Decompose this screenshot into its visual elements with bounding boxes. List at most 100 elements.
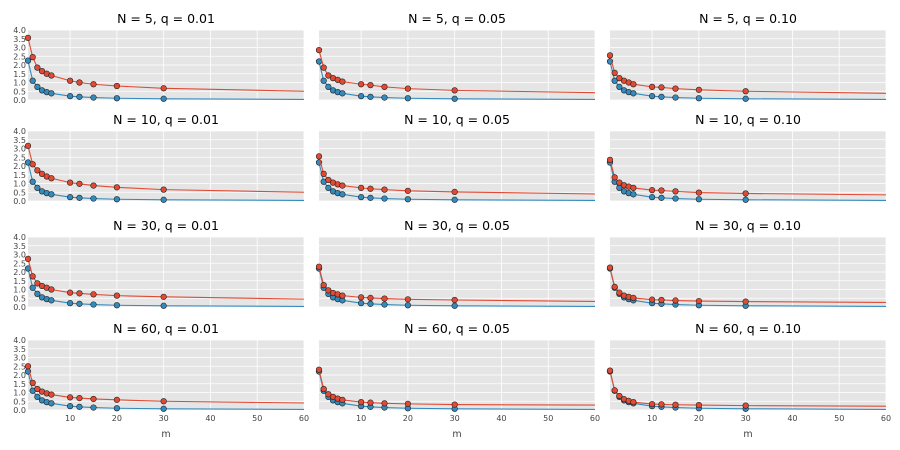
panel-1-lower-point-7 (367, 93, 374, 100)
panel-2-lower-point-10 (742, 95, 749, 102)
panel-7-lower-point-6 (358, 300, 365, 307)
panel-8-upper-point-2 (616, 289, 623, 296)
panel-9-xtick-1: 20 (112, 414, 122, 423)
panel-1-lower-point-8 (381, 94, 388, 101)
panel-0-upper-point-9 (113, 82, 120, 90)
panel-6-lower-point-1 (29, 284, 36, 291)
panel-1-upper-point-6 (358, 81, 365, 88)
panel-10-upper-point-6 (358, 399, 365, 406)
panel-3-upper-point-7 (76, 180, 83, 187)
panel-7-upper-point-10 (451, 296, 458, 304)
panel-4-upper-point-10 (451, 188, 458, 195)
panel-2-upper-point-9 (695, 86, 702, 93)
panel-4-lower-point-2 (325, 184, 332, 191)
panel-8-upper-point-9 (695, 297, 702, 305)
panel-1-title: N = 5, q = 0.05 (408, 11, 506, 26)
panel-0-lower-point-7 (76, 93, 83, 100)
panel-10-xtick-2: 30 (450, 414, 460, 423)
panel-4-title: N = 10, q = 0.05 (404, 112, 510, 127)
panel-11-xtick-5: 60 (881, 414, 891, 423)
panel-5-upper-point-6 (649, 187, 656, 194)
panel-9-lower-point-6 (67, 403, 74, 410)
panel-1-upper-point-8 (381, 83, 388, 90)
panel-7-upper-point-8 (381, 295, 388, 302)
panel-3-title: N = 10, q = 0.01 (113, 112, 219, 127)
panel-7-lower-point-9 (404, 302, 411, 309)
panel-6-lower-point-2 (34, 290, 41, 297)
panel-3-upper-point-9 (113, 184, 120, 191)
panel-3-upper-point-2 (34, 167, 41, 174)
panel-5-lower-point-5 (630, 191, 637, 198)
panel-8-upper-point-10 (742, 298, 749, 305)
panel-6-upper-point-7 (76, 290, 83, 297)
panel-10-upper-point-8 (381, 400, 388, 407)
panel-1-upper-point-9 (404, 85, 411, 92)
panel-2-lower-point-5 (630, 90, 637, 97)
panel-9-ytick-0: 0.0 (13, 406, 26, 415)
panel-3-lower-point-6 (67, 194, 74, 201)
panel-9-ytick-4: 2.0 (13, 371, 26, 380)
panel-4-lower-point-9 (404, 196, 411, 203)
panel-9-lower-point-5 (48, 400, 55, 407)
panel-7-title: N = 30, q = 0.05 (404, 218, 510, 233)
panel-5-lower-point-6 (649, 194, 656, 201)
panel-3-upper-point-1 (29, 161, 36, 168)
panel-9-lower-point-7 (76, 403, 83, 410)
panel-7-lower-point-7 (367, 300, 374, 307)
panel-2-upper-point-7 (658, 84, 665, 91)
panel-7-upper-point-9 (404, 296, 411, 303)
panel-10-xtick-3: 40 (496, 414, 506, 423)
panel-0-upper-point-6 (67, 77, 74, 84)
panel-0-ytick-8: 4.0 (13, 26, 26, 35)
panel-0-lower-point-8 (90, 94, 97, 101)
panel-6-lower-point-9 (113, 302, 120, 309)
panel-10-upper-point-9 (404, 400, 411, 407)
panel-11-xtick-1: 20 (694, 414, 704, 423)
panel-9-xlabel: m (161, 429, 170, 440)
panel-4-lower-point-5 (339, 191, 346, 198)
panel-3-lower-point-7 (76, 194, 83, 201)
panel-9-upper-point-6 (67, 394, 74, 401)
panel-1-upper-point-0 (315, 47, 323, 54)
panel-9-xtick-5: 60 (299, 414, 309, 423)
panel-6-ytick-8: 4.0 (13, 233, 26, 242)
panel-4-upper-point-0 (315, 153, 323, 160)
panel-7-upper-point-5 (339, 292, 346, 299)
panel-1-upper-point-10 (451, 87, 458, 94)
panel-3-upper-point-0 (24, 142, 32, 149)
panel-8-upper-point-6 (649, 296, 656, 303)
panel-1-lower-point-10 (451, 95, 458, 102)
panel-4-upper-point-1 (320, 170, 327, 177)
panel-10-xtick-0: 10 (356, 414, 366, 423)
panel-6-ytick-2: 1.0 (13, 286, 26, 295)
panel-10-upper-point-7 (367, 399, 374, 406)
panel-6-lower-point-5 (48, 297, 55, 304)
panel-10-upper-point-5 (339, 396, 346, 403)
panel-1-lower-point-2 (325, 83, 332, 90)
panel-4-lower-point-6 (358, 194, 365, 201)
panel-5-upper-point-8 (672, 188, 679, 195)
panel-9-upper-point-2 (34, 385, 41, 393)
panel-4-lower-point-10 (451, 196, 458, 203)
panel-1-upper-point-1 (320, 64, 327, 71)
panel-9-lower-point-9 (113, 405, 120, 412)
panel-3-lower-point-9 (113, 196, 120, 203)
panel-5-upper-point-0 (606, 156, 614, 163)
panel-10-xtick-5: 60 (590, 414, 600, 423)
panel-6-upper-point-8 (90, 291, 97, 298)
panel-0-upper-point-10 (160, 85, 167, 92)
panel-0-lower-point-10 (160, 95, 167, 102)
panel-9-lower-point-8 (90, 404, 97, 411)
panel-4-upper-point-7 (367, 185, 374, 192)
panel-0-ytick-5: 2.5 (13, 52, 26, 61)
panel-11-upper-point-8 (672, 401, 679, 408)
panel-1-upper-point-5 (339, 78, 346, 85)
panel-0-upper-point-1 (29, 54, 36, 61)
panel-3-upper-point-10 (160, 186, 167, 193)
panel-3-lower-point-10 (160, 196, 167, 203)
panel-1-lower-point-5 (339, 90, 346, 97)
panel-11-xtick-0: 10 (647, 414, 657, 423)
panel-0-ytick-3: 1.5 (13, 70, 26, 79)
panel-3-upper-point-3 (38, 170, 46, 177)
panel-6-upper-point-1 (29, 273, 36, 280)
